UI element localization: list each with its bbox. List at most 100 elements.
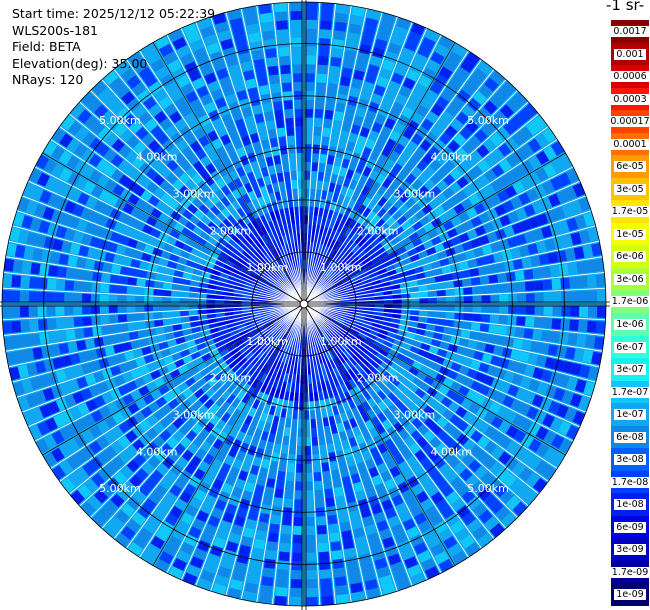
ppi-cell: [317, 64, 328, 75]
ppi-cell: [118, 323, 129, 333]
ppi-cell: [352, 171, 362, 182]
ppi-cell: [446, 103, 460, 117]
ppi-cell: [377, 196, 388, 207]
ppi-cell: [370, 239, 380, 248]
ray-separator: [303, 240, 600, 305]
ppi-cell: [290, 10, 303, 21]
ppi-cell: [308, 268, 312, 278]
ppi-cell: [291, 28, 303, 38]
ppi-cell: [383, 260, 394, 268]
ppi-cell: [81, 305, 92, 315]
ppi-cell: [518, 402, 531, 416]
ppi-cell: [290, 596, 303, 606]
ppi-cell: [29, 319, 39, 332]
ppi-cell: [442, 377, 454, 388]
colorbar-segment: 1.7e-06: [609, 290, 650, 314]
ppi-cell: [428, 304, 438, 311]
ppi-cell: [315, 189, 322, 199]
ray-separator: [303, 59, 482, 305]
ppi-cell: [441, 334, 452, 343]
ppi-cell: [364, 286, 374, 291]
ppi-cell: [401, 377, 412, 388]
ppi-cell: [363, 244, 373, 254]
ppi-cell: [378, 272, 389, 279]
ppi-cell: [135, 287, 145, 295]
ppi-cell: [534, 460, 549, 475]
ppi-cell: [320, 244, 326, 255]
ppi-cell: [410, 304, 420, 310]
ppi-cell: [319, 225, 325, 236]
ppi-cell: [333, 221, 340, 231]
ppi-cell: [540, 225, 553, 239]
ppi-cell: [406, 98, 419, 112]
colorbar-tick-label: 3e-05: [614, 183, 646, 195]
ppi-cell: [557, 374, 570, 388]
ppi-cell: [311, 224, 317, 234]
ppi-cell: [386, 246, 396, 255]
ppi-cell: [383, 340, 394, 348]
ppi-cell: [415, 272, 426, 280]
ppi-cell: [331, 325, 340, 332]
ppi-cell: [313, 251, 318, 262]
ppi-cell: [331, 47, 343, 59]
ppi-cell: [325, 283, 334, 290]
ppi-cell: [383, 290, 393, 296]
ppi-cell: [560, 319, 571, 331]
ppi-cell: [463, 425, 476, 438]
ppi-cell: [467, 340, 478, 349]
ppi-cell: [325, 163, 333, 174]
ppi-cell: [345, 335, 355, 343]
ppi-cell: [456, 433, 469, 446]
ppi-cell: [483, 411, 496, 424]
ppi-cell: [416, 371, 427, 381]
ppi-cell: [549, 331, 561, 343]
ppi-cell: [497, 325, 508, 335]
ppi-cell: [347, 311, 357, 315]
ppi-cell: [458, 232, 470, 243]
ppi-cell: [433, 391, 445, 403]
ppi-cell: [515, 207, 528, 220]
ppi-cell: [73, 316, 84, 327]
ppi-cell: [170, 290, 181, 297]
ppi-cell: [281, 73, 292, 84]
ppi-cell: [84, 259, 96, 270]
ppi-cell: [382, 200, 393, 212]
ppi-cell: [458, 261, 469, 270]
ppi-cell: [362, 196, 372, 207]
ppi-cell: [368, 252, 379, 261]
ppi-cell: [426, 283, 437, 291]
range-ring-label: 2.00km: [357, 372, 399, 385]
ppi-cell: [494, 204, 507, 217]
ppi-cell: [170, 297, 180, 304]
colorbar-segment: 1.7e-05: [609, 200, 650, 224]
ppi-cell: [305, 108, 314, 118]
ppi-cell: [387, 331, 397, 339]
ppi-cell: [332, 119, 342, 131]
ppi-cell: [482, 375, 495, 386]
ppi-cell: [534, 292, 544, 303]
ppi-cell: [331, 276, 340, 283]
ppi-cell: [566, 217, 579, 232]
ppi-cell: [280, 533, 291, 544]
ppi-cell: [259, 585, 273, 596]
ppi-cell: [362, 323, 372, 330]
ppi-cell: [327, 286, 336, 292]
ppi-cell: [460, 329, 471, 339]
ppi-cell: [322, 470, 331, 481]
ppi-cell: [553, 206, 566, 221]
ppi-cell: [12, 335, 23, 349]
ppi-cell: [179, 310, 190, 317]
ppi-cell: [418, 291, 429, 298]
ppi-cell: [460, 59, 475, 74]
ppi-cell: [289, 445, 296, 455]
ppi-cell: [326, 237, 333, 248]
ppi-cell: [388, 348, 399, 357]
ppi-cell: [441, 200, 453, 212]
colorbar-segment: 3e-07: [611, 358, 649, 382]
ppi-cell: [578, 276, 588, 288]
ppi-cell: [417, 185, 429, 197]
ppi-cell: [477, 174, 490, 187]
ppi-cell: [396, 155, 408, 167]
ppi-cell: [29, 276, 39, 289]
colorbar-segment: 0.0006: [611, 65, 649, 89]
